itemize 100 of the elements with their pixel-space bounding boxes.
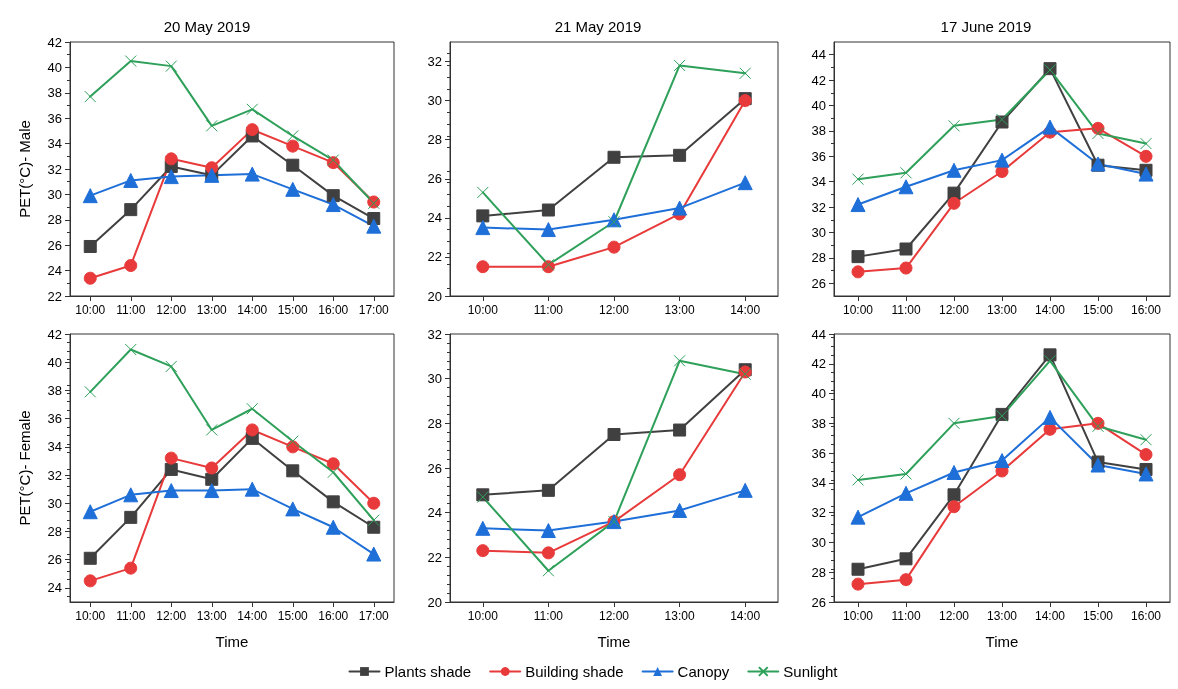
y-tick-label: 28 <box>47 523 62 539</box>
point <box>83 239 97 253</box>
point <box>286 435 299 448</box>
point <box>850 509 866 525</box>
point <box>899 552 913 566</box>
point <box>367 514 380 527</box>
y-tick-label: 24 <box>427 210 442 226</box>
y-tick-label: 40 <box>811 98 826 113</box>
x-tick-label: 13:00 <box>664 609 695 623</box>
y-tick-label: 34 <box>47 439 62 455</box>
point <box>739 67 752 80</box>
point <box>1092 420 1104 433</box>
point <box>900 166 912 179</box>
y-tick-label: 28 <box>811 564 826 580</box>
point <box>205 472 219 486</box>
point <box>851 265 865 279</box>
point <box>475 520 491 536</box>
point <box>946 162 962 178</box>
y-tick-label: 28 <box>47 212 62 228</box>
y-tick-label: 30 <box>427 93 442 109</box>
x-tick-label: 14:00 <box>1034 609 1066 623</box>
y-tick-label: 32 <box>427 54 442 70</box>
x-tick-label: 14:00 <box>1034 303 1066 317</box>
point <box>899 573 913 587</box>
x-tick-label: 16:00 <box>318 303 349 317</box>
y-tick-label: 30 <box>811 534 826 550</box>
legend-label: Building shade <box>525 663 624 680</box>
point <box>673 354 686 367</box>
y-tick-label: 42 <box>47 326 62 342</box>
point <box>165 360 178 373</box>
point <box>673 468 687 482</box>
y-tick-label: 34 <box>811 475 826 491</box>
x-tick-label: 10:00 <box>842 303 874 317</box>
y-tick-label: 40 <box>47 354 62 370</box>
point <box>1139 149 1153 163</box>
x-tick-label: 15:00 <box>277 609 309 623</box>
x-tick-label: 12:00 <box>156 303 187 317</box>
point <box>205 119 218 132</box>
y-tick-label: 30 <box>47 186 62 202</box>
y-tick-label: 38 <box>811 123 826 139</box>
x-tick-label: 14:00 <box>730 303 761 317</box>
point <box>1042 119 1058 135</box>
point <box>542 564 555 577</box>
point <box>325 519 341 535</box>
y-tick-label: 30 <box>427 371 442 387</box>
point <box>851 577 865 591</box>
point <box>366 546 382 562</box>
point <box>244 166 260 182</box>
y-axis-title: PET(°C)- Male <box>16 120 33 218</box>
point <box>851 562 865 576</box>
point <box>1139 448 1153 462</box>
x-tick-label: 11:00 <box>533 609 564 623</box>
y-tick-label: 36 <box>811 148 826 164</box>
point <box>607 240 621 254</box>
point <box>83 551 97 565</box>
x-tick-label: 10:00 <box>842 609 874 623</box>
point <box>948 119 960 132</box>
point <box>852 473 864 486</box>
x-tick-label: 13:00 <box>664 303 695 317</box>
point <box>286 139 300 153</box>
point <box>900 467 912 480</box>
x-tick-label: 13:00 <box>196 609 228 623</box>
point <box>1044 354 1056 367</box>
point <box>607 428 621 441</box>
x-tick-label: 14:00 <box>730 609 761 623</box>
point <box>245 423 259 437</box>
y-tick-label: 20 <box>427 288 442 304</box>
y-tick-label: 42 <box>47 34 62 50</box>
point <box>672 200 688 216</box>
y-tick-label: 28 <box>427 415 442 431</box>
point <box>82 504 98 520</box>
y-tick-label: 40 <box>811 386 826 402</box>
point <box>285 181 301 197</box>
point <box>476 544 490 558</box>
point <box>1090 457 1106 473</box>
y-tick-label: 26 <box>427 171 442 187</box>
point <box>948 417 960 430</box>
y-tick-label: 28 <box>427 132 442 148</box>
y-axis-title: PET(°C)- Female <box>16 410 33 526</box>
x-tick-label: 12:00 <box>938 609 970 623</box>
point <box>946 464 962 480</box>
x-tick-label: 15:00 <box>277 303 309 317</box>
point <box>476 186 489 199</box>
y-tick-label: 26 <box>47 552 62 568</box>
point <box>947 488 961 502</box>
x-tick-label: 11:00 <box>891 609 921 623</box>
point <box>899 261 913 275</box>
x-tick-label: 11:00 <box>891 303 921 317</box>
point <box>123 172 139 188</box>
legend-label: Canopy <box>677 663 730 680</box>
y-tick-label: 36 <box>47 110 62 126</box>
point <box>164 462 178 476</box>
y-tick-label: 26 <box>427 460 442 476</box>
point <box>994 453 1010 469</box>
point <box>366 218 382 234</box>
point <box>898 179 914 195</box>
x-tick-label: 14:00 <box>237 303 268 317</box>
x-tick-label: 13:00 <box>986 609 1018 623</box>
x-axis-title: Time <box>215 633 249 650</box>
point <box>245 123 259 137</box>
